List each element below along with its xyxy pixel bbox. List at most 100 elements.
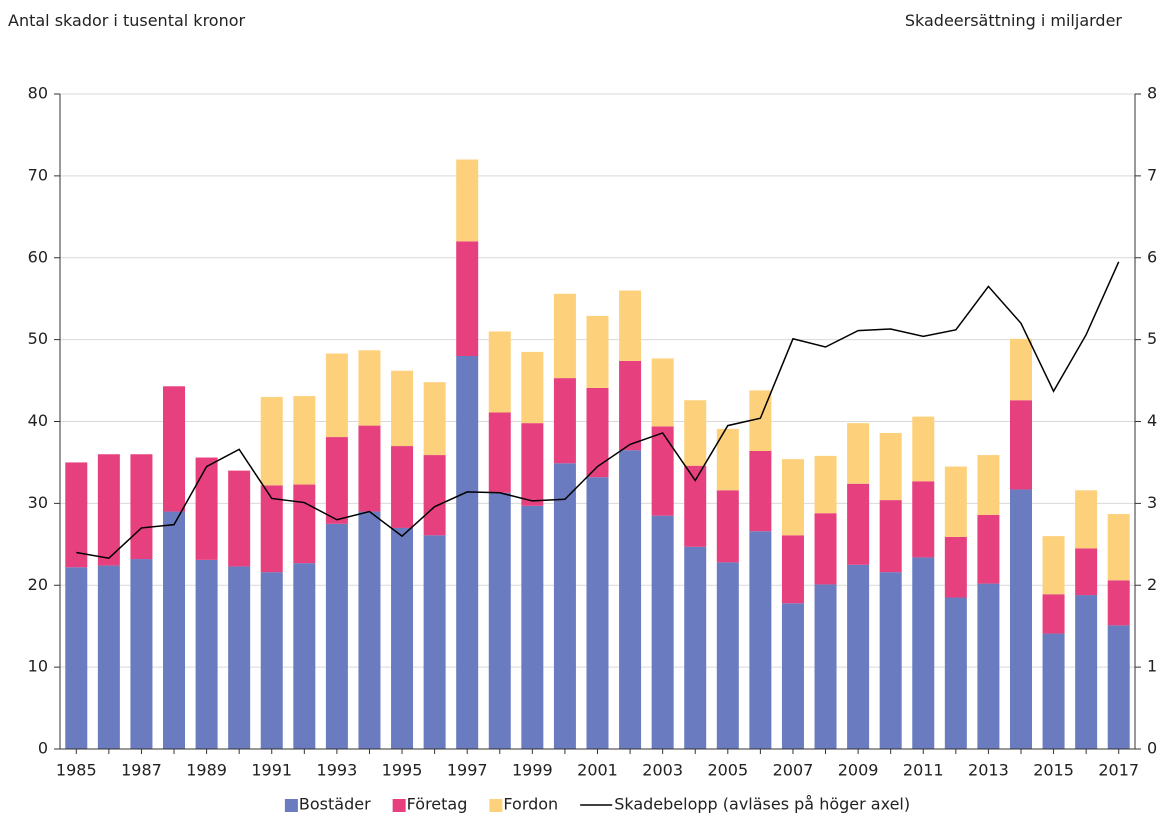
bar bbox=[781, 459, 804, 536]
line bbox=[76, 261, 1120, 560]
bar bbox=[847, 423, 870, 484]
bar bbox=[391, 527, 414, 749]
legend-label: Fordon bbox=[503, 795, 558, 814]
x-tick-label: 2009 bbox=[838, 761, 879, 780]
bar bbox=[912, 481, 935, 558]
bar bbox=[521, 505, 544, 749]
y-tick-label: 30 bbox=[28, 493, 48, 512]
bar bbox=[879, 432, 902, 501]
bar bbox=[423, 455, 446, 536]
bar bbox=[97, 454, 120, 566]
bar bbox=[456, 356, 479, 749]
bar bbox=[619, 290, 642, 361]
bar bbox=[586, 477, 609, 749]
bar bbox=[619, 450, 642, 749]
y-tick-label: 60 bbox=[28, 247, 48, 266]
y2-tick-label: 0 bbox=[1147, 739, 1157, 758]
x-tick-label: 2013 bbox=[968, 761, 1009, 780]
x-tick-label: 1987 bbox=[121, 761, 162, 780]
y-tick-label: 10 bbox=[28, 657, 48, 676]
bar bbox=[944, 466, 967, 537]
bar bbox=[684, 400, 707, 466]
bar bbox=[293, 563, 316, 749]
bar bbox=[130, 454, 153, 560]
bar bbox=[521, 423, 544, 506]
bar bbox=[1075, 490, 1098, 549]
bar bbox=[1009, 489, 1032, 749]
y2-tick-label: 5 bbox=[1147, 329, 1157, 348]
bar bbox=[684, 546, 707, 749]
bar bbox=[488, 412, 511, 493]
bar bbox=[716, 562, 739, 749]
bar bbox=[944, 597, 967, 749]
y2-tick-label: 7 bbox=[1147, 165, 1157, 184]
bar bbox=[65, 462, 88, 568]
bar bbox=[977, 514, 1000, 584]
bar bbox=[651, 358, 674, 427]
bar bbox=[847, 564, 870, 749]
x-tick-label: 2015 bbox=[1033, 761, 1074, 780]
bar bbox=[879, 572, 902, 749]
bar bbox=[163, 386, 186, 512]
bar bbox=[912, 416, 935, 482]
bar bbox=[814, 513, 837, 585]
bar bbox=[358, 511, 381, 749]
bar bbox=[651, 515, 674, 749]
bar bbox=[619, 360, 642, 451]
bar bbox=[586, 387, 609, 478]
x-tick-label: 1999 bbox=[512, 761, 553, 780]
bar bbox=[358, 350, 381, 426]
legend-label: Bostäder bbox=[299, 795, 371, 814]
x-tick-label: 2017 bbox=[1098, 761, 1139, 780]
bar bbox=[553, 378, 576, 464]
bar bbox=[97, 565, 120, 749]
bar bbox=[456, 241, 479, 356]
legend-label: Företag bbox=[407, 795, 468, 814]
bar bbox=[814, 455, 837, 514]
bar bbox=[325, 353, 348, 438]
bar bbox=[1042, 633, 1065, 749]
bar bbox=[423, 382, 446, 456]
bar bbox=[1009, 400, 1032, 490]
x-tick-label: 1989 bbox=[186, 761, 227, 780]
bar bbox=[358, 425, 381, 512]
bar bbox=[260, 485, 283, 573]
bar bbox=[944, 536, 967, 598]
bar bbox=[781, 535, 804, 604]
y-tick-label: 0 bbox=[38, 739, 48, 758]
x-tick-label: 2011 bbox=[903, 761, 944, 780]
bar bbox=[391, 446, 414, 528]
bar bbox=[195, 559, 218, 749]
bar bbox=[293, 396, 316, 485]
bar bbox=[1107, 580, 1130, 626]
bar bbox=[847, 483, 870, 565]
x-tick-label: 1991 bbox=[251, 761, 292, 780]
bar bbox=[814, 584, 837, 749]
legend-label: Skadebelopp (avläses på höger axel) bbox=[614, 795, 910, 814]
x-tick-label: 1985 bbox=[56, 761, 97, 780]
bar bbox=[163, 511, 186, 749]
bar bbox=[325, 523, 348, 749]
bar bbox=[912, 557, 935, 749]
bar bbox=[195, 457, 218, 560]
x-tick-label: 1997 bbox=[447, 761, 488, 780]
y-axis-title: Antal skador i tusental kronor bbox=[8, 11, 246, 30]
bar bbox=[260, 396, 283, 486]
bar bbox=[325, 437, 348, 524]
bar bbox=[260, 572, 283, 749]
bar bbox=[716, 428, 739, 491]
y-tick-label: 80 bbox=[28, 84, 48, 103]
y-tick-label: 50 bbox=[28, 329, 48, 348]
x-tick-label: 2001 bbox=[577, 761, 618, 780]
bar bbox=[977, 455, 1000, 515]
y2-tick-label: 2 bbox=[1147, 575, 1157, 594]
bar bbox=[1042, 594, 1065, 634]
bar bbox=[293, 484, 316, 564]
y-tick-label: 70 bbox=[28, 165, 48, 184]
bar bbox=[1042, 536, 1065, 595]
bar bbox=[716, 490, 739, 563]
bar bbox=[228, 470, 251, 567]
y2-tick-label: 8 bbox=[1147, 84, 1157, 103]
